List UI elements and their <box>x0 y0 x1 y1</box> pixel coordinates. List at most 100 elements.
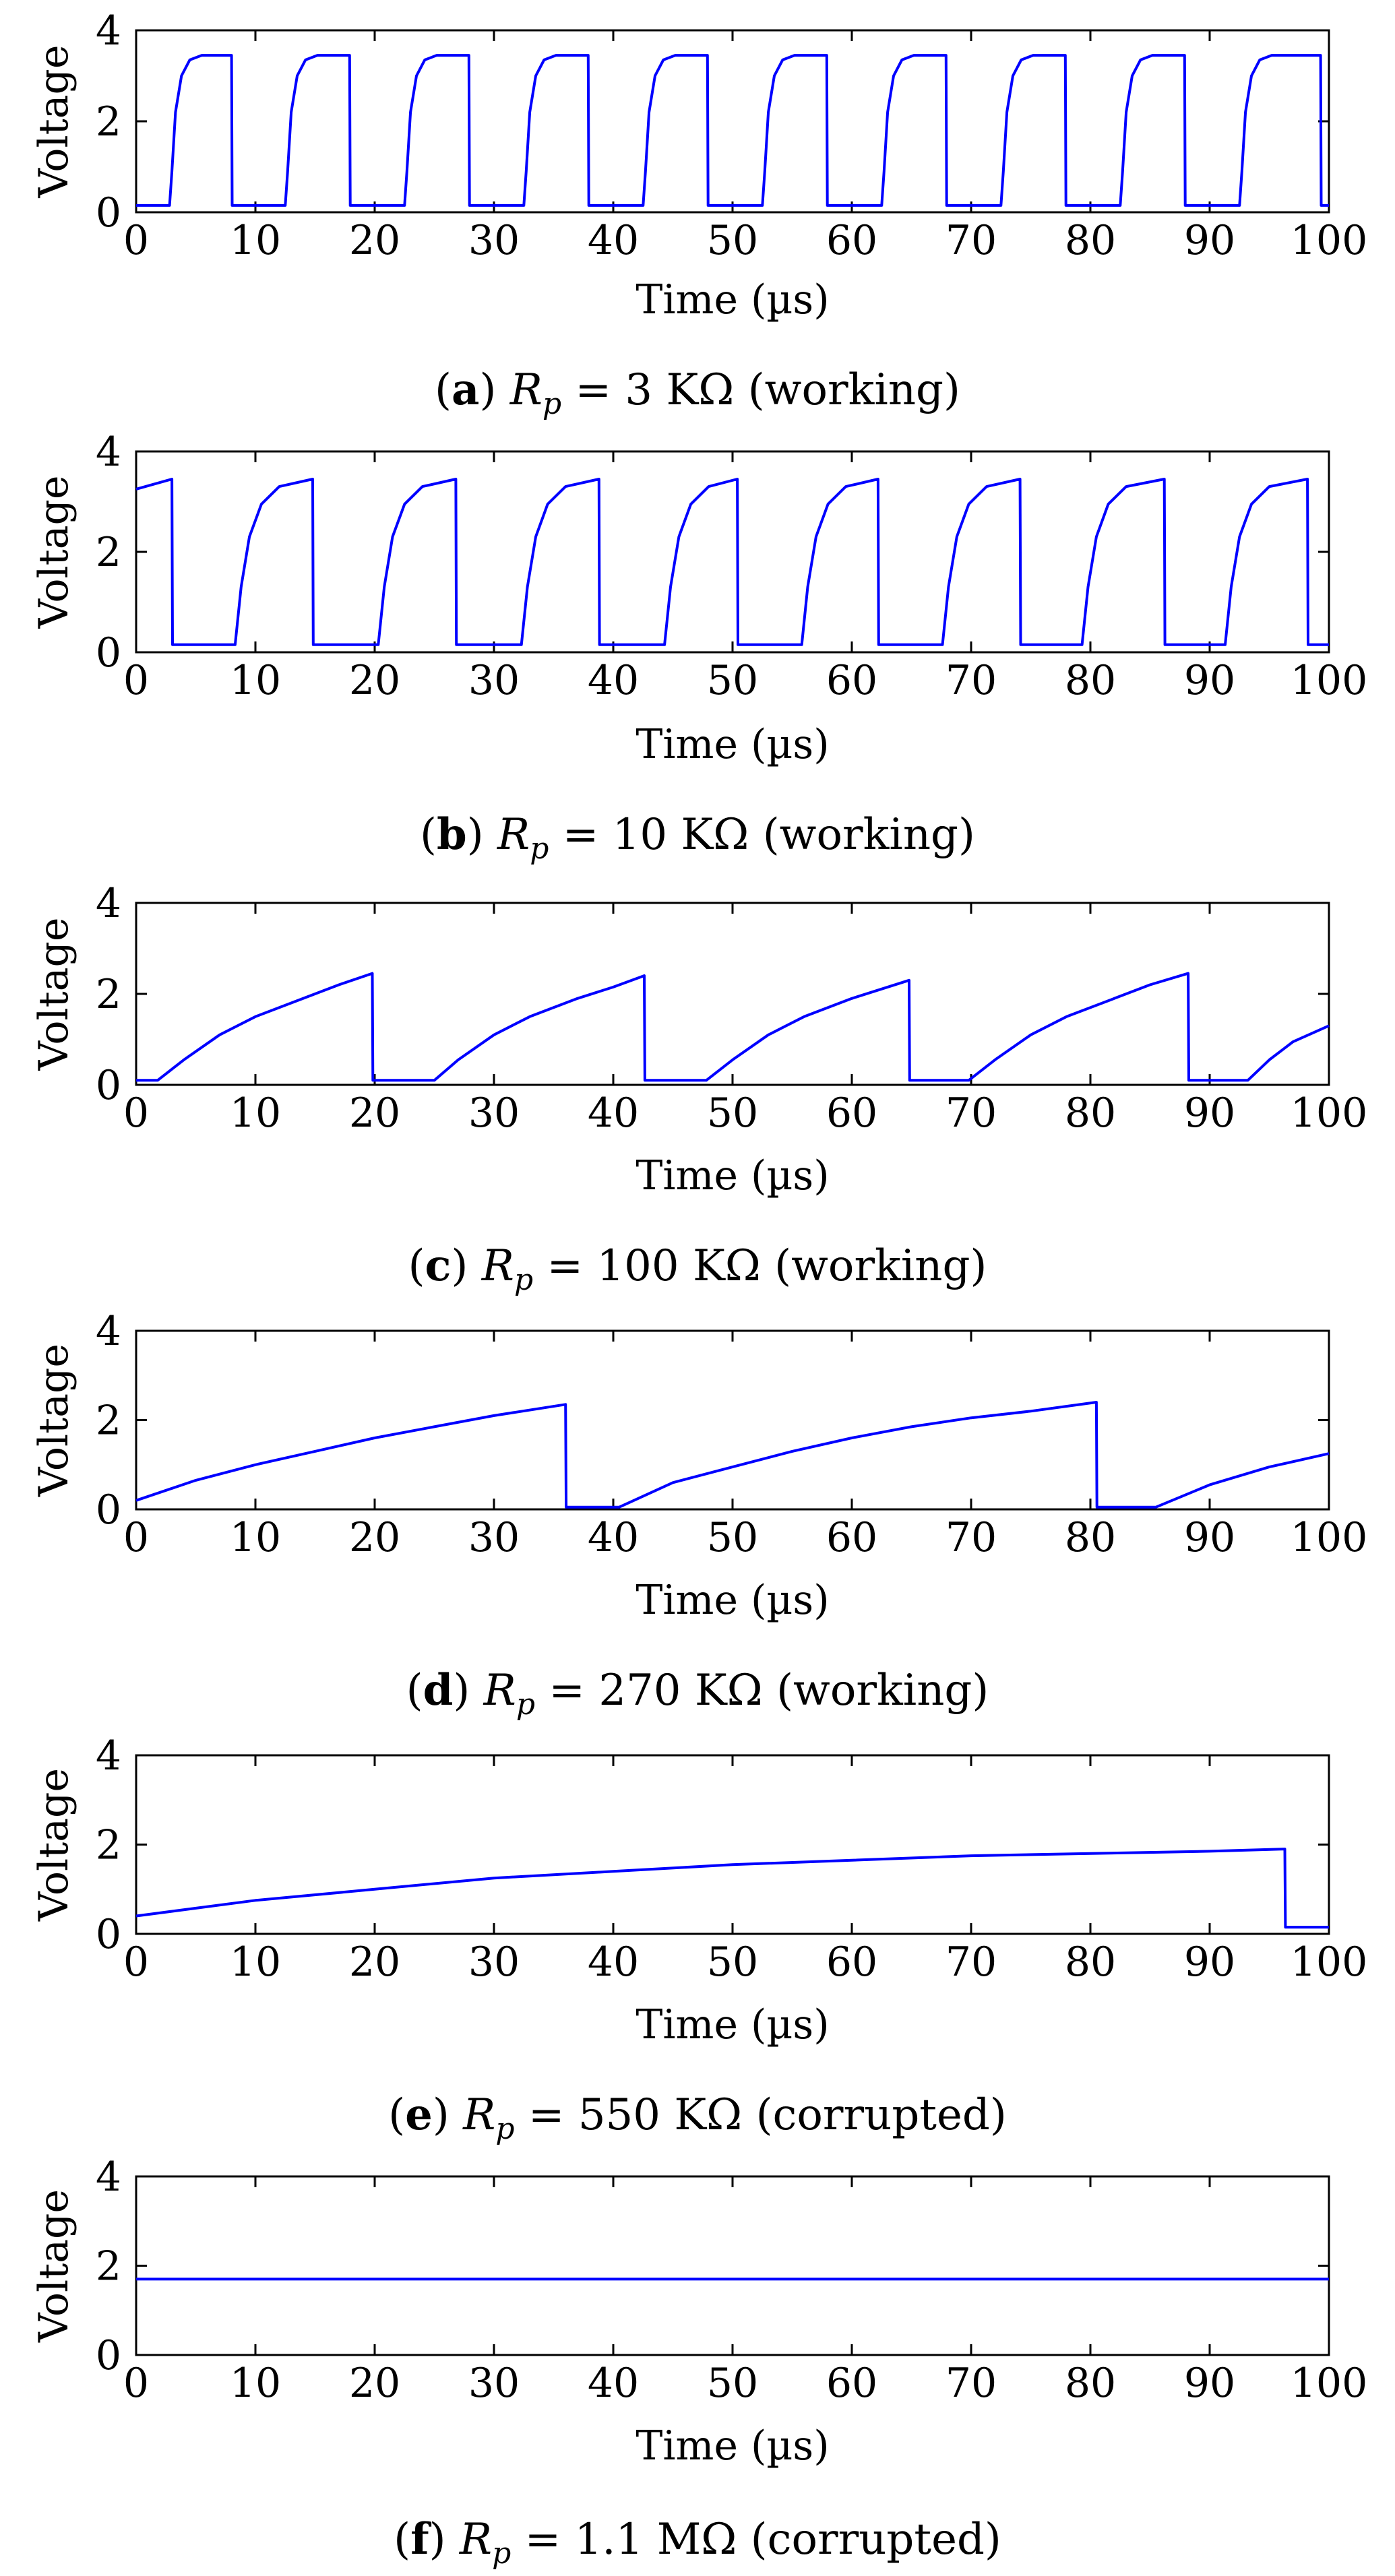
y-tick-label-c-0: 0 <box>96 1062 121 1109</box>
x-tick-label-d-9: 90 <box>1184 1514 1235 1561</box>
y-tick-label-d-2: 4 <box>96 1308 121 1355</box>
y-axis-label-b: Voltage <box>30 476 78 629</box>
x-tick-label-e-5: 50 <box>707 1939 758 1986</box>
x-tick-label-a-8: 80 <box>1065 217 1116 264</box>
x-tick-label-c-3: 30 <box>468 1090 520 1137</box>
x-tick-label-b-9: 90 <box>1184 657 1235 704</box>
plot-frame-f <box>135 2175 1330 2356</box>
x-tick-label-f-9: 90 <box>1184 2360 1235 2407</box>
x-tick-label-f-1: 10 <box>230 2360 281 2407</box>
y-tick-label-b-0: 0 <box>96 629 121 677</box>
caption-close-paren-d: ) <box>453 1666 483 1716</box>
x-axis-label-d: Time (µs) <box>636 1577 829 1624</box>
x-tick-label-f-3: 30 <box>468 2360 520 2407</box>
caption-letter-d: d <box>423 1665 454 1716</box>
x-tick-label-c-4: 40 <box>588 1090 639 1137</box>
x-tick-label-c-2: 20 <box>349 1090 400 1137</box>
x-tick-label-a-2: 20 <box>349 217 400 264</box>
x-tick-label-f-5: 50 <box>707 2360 758 2407</box>
x-tick-label-e-8: 80 <box>1065 1939 1116 1986</box>
caption-value-f: = 1.1 MΩ (corrupted) <box>511 2515 1001 2565</box>
caption-open-paren-c: ( <box>408 1241 425 1291</box>
y-tick-label-a-2: 4 <box>96 7 121 55</box>
caption-symbol-e: R <box>462 2090 495 2140</box>
x-tick-label-a-7: 70 <box>946 217 997 264</box>
x-tick-label-a-3: 30 <box>468 217 520 264</box>
caption-subscript-c: p <box>514 1263 533 1297</box>
x-tick-label-f-10: 100 <box>1291 2360 1368 2407</box>
x-tick-label-c-9: 90 <box>1184 1090 1235 1137</box>
y-tick-label-e-2: 4 <box>96 1732 121 1780</box>
x-tick-label-e-6: 60 <box>826 1939 877 1986</box>
y-tick-label-d-0: 0 <box>96 1486 121 1534</box>
voltage-trace-b <box>135 478 1329 646</box>
x-tick-label-e-3: 30 <box>468 1939 520 1986</box>
caption-symbol-f: R <box>459 2515 492 2565</box>
x-tick-label-d-6: 60 <box>826 1514 877 1561</box>
caption-letter-a: a <box>452 365 479 415</box>
y-tick-label-a-0: 0 <box>96 189 121 237</box>
x-tick-label-a-0: 0 <box>123 217 149 264</box>
y-tick-label-f-1: 2 <box>96 2243 121 2290</box>
caption-subscript-a: p <box>542 387 561 421</box>
y-axis-label-f: Voltage <box>30 2189 78 2343</box>
x-tick-label-d-2: 20 <box>349 1514 400 1561</box>
caption-a: (a) Rp = 3 KΩ (working) <box>435 365 960 421</box>
caption-letter-e: e <box>405 2090 433 2140</box>
x-tick-label-c-8: 80 <box>1065 1090 1116 1137</box>
x-axis-label-b: Time (µs) <box>636 721 829 768</box>
caption-close-paren-c: ) <box>451 1241 481 1291</box>
x-tick-label-c-10: 100 <box>1291 1090 1368 1137</box>
y-tick-label-f-2: 4 <box>96 2154 121 2201</box>
x-axis-label-c: Time (µs) <box>636 1152 829 1199</box>
caption-open-paren-a: ( <box>435 365 452 415</box>
y-axis-label-a: Voltage <box>30 45 78 199</box>
x-tick-label-c-7: 70 <box>946 1090 997 1137</box>
x-axis-label-f: Time (µs) <box>636 2422 829 2470</box>
caption-c: (c) Rp = 100 KΩ (working) <box>408 1240 987 1297</box>
x-tick-label-b-6: 60 <box>826 657 877 704</box>
y-tick-label-b-2: 4 <box>96 429 121 476</box>
x-tick-label-a-5: 50 <box>707 217 758 264</box>
panel-f: 0 10 20 30 40 50 60 70 80 90 100 0 2 4 Voltage Time (µs… <box>30 2154 1367 2571</box>
voltage-trace-e <box>135 1848 1329 1929</box>
x-tick-label-d-4: 40 <box>588 1514 639 1561</box>
x-tick-label-c-0: 0 <box>123 1090 149 1137</box>
caption-subscript-e: p <box>495 2112 514 2146</box>
caption-symbol-a: R <box>509 365 542 415</box>
voltage-trace-a <box>136 54 1329 207</box>
y-tick-label-a-1: 2 <box>96 98 121 146</box>
x-tick-label-b-1: 10 <box>230 657 281 704</box>
panel-c: 0 10 20 30 40 50 60 70 80 90 100 0 2 4 Voltage Time (µs… <box>30 880 1367 1297</box>
x-axis-label-a: Time (µs) <box>636 276 829 323</box>
panel-e: 0 10 20 30 40 50 60 70 80 90 100 0 2 4 Voltage Time (µs… <box>30 1732 1367 2146</box>
x-tick-label-e-0: 0 <box>123 1939 149 1986</box>
caption-d: (d) Rp = 270 KΩ (working) <box>406 1665 989 1722</box>
caption-value-d: = 270 KΩ (working) <box>535 1666 989 1716</box>
caption-symbol-d: R <box>483 1666 516 1716</box>
caption-open-paren-b: ( <box>420 810 437 860</box>
caption-f: (f) Rp = 1.1 MΩ (corrupted) <box>394 2514 1001 2571</box>
caption-value-b: = 10 KΩ (working) <box>549 810 975 860</box>
x-tick-label-b-2: 20 <box>349 657 400 704</box>
x-tick-label-f-8: 80 <box>1065 2360 1116 2407</box>
caption-subscript-d: p <box>516 1687 535 1722</box>
caption-open-paren-d: ( <box>406 1666 423 1716</box>
caption-symbol-b: R <box>497 810 530 860</box>
x-tick-label-c-6: 60 <box>826 1090 877 1137</box>
x-tick-label-b-0: 0 <box>123 657 149 704</box>
x-tick-label-a-4: 40 <box>588 217 639 264</box>
x-tick-label-a-9: 90 <box>1184 217 1235 264</box>
y-tick-label-d-1: 2 <box>96 1397 121 1445</box>
caption-subscript-b: p <box>530 831 549 866</box>
x-tick-label-f-7: 70 <box>946 2360 997 2407</box>
x-tick-label-d-3: 30 <box>468 1514 520 1561</box>
x-tick-label-d-7: 70 <box>946 1514 997 1561</box>
caption-value-c: = 100 KΩ (working) <box>533 1241 987 1291</box>
caption-value-a: = 3 KΩ (working) <box>561 365 960 415</box>
plot-frame-e <box>135 1754 1330 1935</box>
x-tick-label-f-6: 60 <box>826 2360 877 2407</box>
y-tick-label-b-1: 2 <box>96 529 121 576</box>
x-tick-label-b-4: 40 <box>588 657 639 704</box>
